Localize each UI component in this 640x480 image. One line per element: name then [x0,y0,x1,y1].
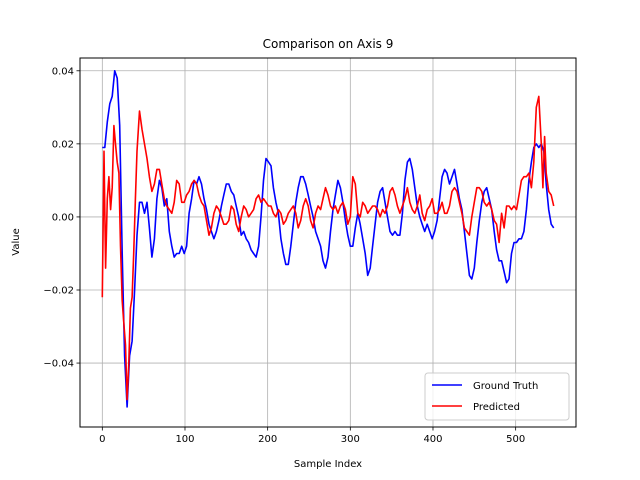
x-axis: 0 100 200 300 400 500 [99,427,525,445]
x-tick-label: 400 [423,434,442,445]
plot-frame [79,57,577,428]
y-tick-label: −0.04 [43,359,74,370]
series-line-predicted [101,95,555,401]
legend: Ground Truth Predicted [424,372,570,421]
y-axis-label: Value [11,228,22,255]
legend-label-predicted: Predicted [473,402,520,413]
x-tick-label: 500 [506,434,525,445]
x-tick-label: 300 [341,434,360,445]
x-tick-label: 200 [258,434,277,445]
x-tick-label: 100 [175,434,194,445]
chart-title: Comparison on Axis 9 [263,37,394,51]
x-tick-label: 0 [99,434,105,445]
grid [80,58,576,427]
y-tick-label: −0.02 [43,285,74,296]
y-tick-label: 0.02 [52,139,74,150]
y-tick-label: 0.00 [52,212,74,223]
y-tick-label: 0.04 [52,66,74,77]
y-axis: −0.04 −0.02 0.00 0.02 0.04 [43,66,80,370]
series-line-ground-truth [102,70,555,408]
x-axis-label: Sample Index [294,459,362,470]
legend-label-ground-truth: Ground Truth [473,381,538,392]
series-layer [101,70,555,408]
